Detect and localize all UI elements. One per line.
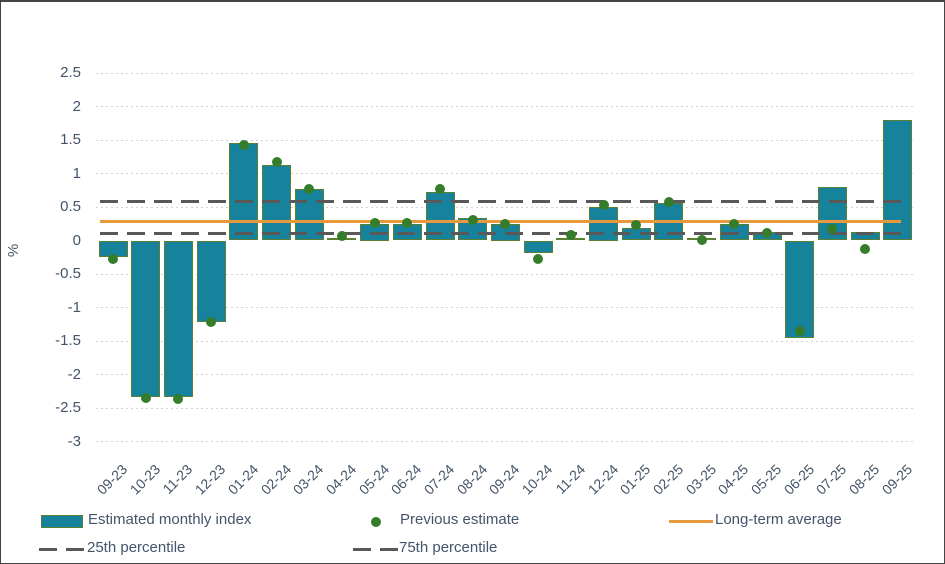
legend-line-swatch — [669, 520, 713, 523]
dot-08-25 — [860, 244, 871, 255]
y-tick-label: -2.5 — [55, 399, 81, 416]
legend-bar-swatch — [41, 515, 83, 528]
y-axis-title: % — [5, 243, 23, 258]
dot-10-23 — [140, 392, 151, 403]
dot-04-24 — [336, 231, 347, 242]
y-tick-label: -1.5 — [55, 332, 81, 349]
gridline — [96, 206, 916, 208]
dot-07-25 — [827, 224, 838, 235]
bar-06-25 — [785, 240, 815, 338]
bar-08-25 — [850, 231, 880, 241]
y-tick-label: 1 — [72, 164, 81, 182]
bar-10-23 — [131, 240, 161, 397]
dot-06-24 — [402, 218, 413, 229]
legend-dash-swatch — [39, 548, 84, 551]
legend-label: 25th percentile — [87, 539, 186, 556]
dot-05-24 — [369, 218, 380, 229]
dot-03-25 — [696, 234, 707, 245]
gridline — [96, 72, 916, 74]
legend-label: Estimated monthly index — [88, 511, 252, 528]
dot-01-25 — [631, 220, 642, 231]
legend-label: Long-term average — [715, 511, 842, 528]
y-tick-label: 0.5 — [60, 198, 81, 215]
y-tick-label: -1 — [67, 298, 81, 316]
legend-dash-swatch — [353, 548, 398, 551]
legend-label: Previous estimate — [400, 511, 520, 528]
gridline — [96, 407, 916, 409]
gridline — [96, 307, 916, 308]
y-tick-label: -2 — [67, 365, 81, 383]
legend-dot-swatch — [371, 517, 381, 527]
dot-09-23 — [108, 253, 118, 264]
dot-08-24 — [467, 215, 478, 226]
gridline — [96, 139, 916, 141]
gridline — [96, 106, 916, 107]
dot-07-24 — [435, 183, 445, 194]
gridline — [96, 340, 916, 342]
dot-02-24 — [271, 157, 282, 168]
dot-12-24 — [598, 199, 609, 210]
y-tick-label: 2.5 — [60, 64, 81, 81]
bar-01-24 — [229, 143, 259, 241]
y-tick-label: 1.5 — [60, 131, 81, 148]
y-tick-label: 0 — [72, 231, 81, 249]
dot-12-23 — [206, 316, 217, 327]
dot-11-23 — [173, 393, 184, 404]
y-tick-label: 2 — [72, 97, 81, 115]
y-tick-label: -3 — [67, 432, 81, 450]
legend-label: 75th percentile — [399, 539, 498, 556]
percentile-75-line — [100, 200, 901, 204]
gridline — [96, 374, 916, 375]
bar-11-23 — [163, 240, 193, 397]
dot-06-25 — [794, 325, 805, 336]
bar-12-24 — [589, 207, 618, 241]
y-tick-label: -0.5 — [55, 265, 81, 282]
gridline — [96, 173, 916, 174]
dot-04-25 — [729, 218, 740, 229]
dot-09-24 — [500, 218, 511, 229]
gridline — [96, 441, 916, 442]
dot-01-24 — [238, 139, 249, 150]
dot-05-25 — [762, 228, 772, 239]
gridline — [96, 273, 916, 275]
dot-10-24 — [533, 253, 544, 264]
dot-03-24 — [304, 183, 315, 194]
dot-11-24 — [565, 230, 576, 241]
bar-10-24 — [523, 240, 553, 254]
percentile-25-line — [100, 232, 901, 236]
bar-12-23 — [196, 240, 226, 323]
dot-02-25 — [663, 197, 674, 208]
bar-03-24 — [294, 188, 324, 241]
